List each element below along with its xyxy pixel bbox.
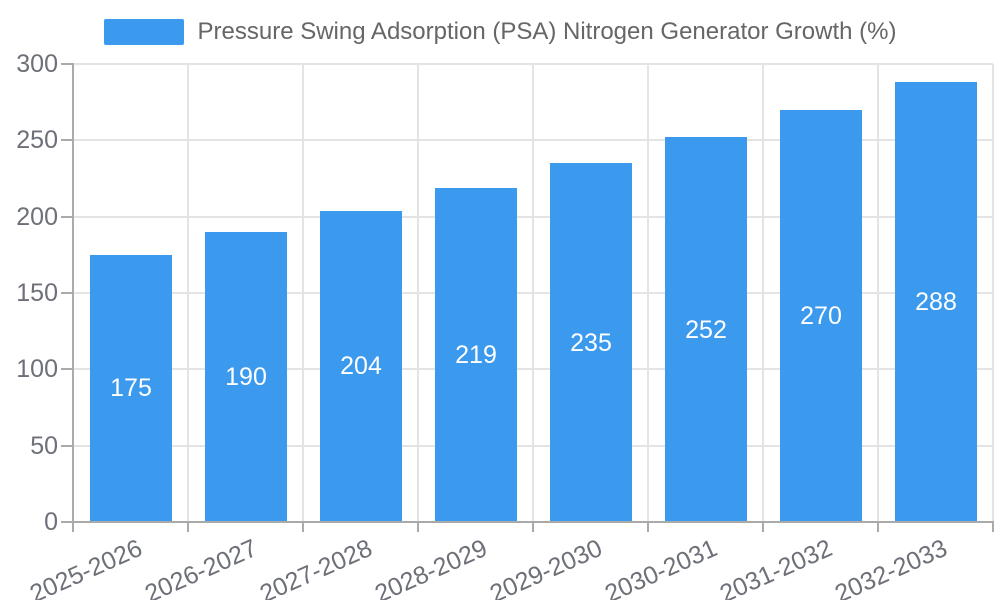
y-tick-label: 300 [16, 50, 58, 78]
x-tick-label: 2025-2026 [25, 534, 147, 600]
x-axis-tick [187, 522, 189, 532]
x-axis-tick [72, 522, 74, 532]
y-axis-tick [61, 521, 73, 523]
x-axis-line [72, 521, 994, 523]
x-axis-tick [532, 522, 534, 532]
x-tick-label: 2030-2031 [600, 534, 722, 600]
x-tick-label: 2026-2027 [140, 534, 262, 600]
x-axis-tick [647, 522, 649, 532]
plot-area: 175 190 204 219 235 252 270 288 [73, 63, 994, 522]
x-tick-label: 2027-2028 [255, 534, 377, 600]
y-axis-tick [61, 292, 73, 294]
bar[interactable] [320, 211, 402, 522]
bar[interactable] [90, 255, 172, 522]
x-axis-tick [762, 522, 764, 532]
y-axis-tick [61, 139, 73, 141]
legend-label: Pressure Swing Adsorption (PSA) Nitrogen… [197, 18, 897, 45]
bar[interactable] [895, 82, 977, 522]
gridline-vertical [877, 64, 879, 522]
y-tick-label: 50 [30, 432, 58, 460]
bar[interactable] [205, 232, 287, 522]
x-axis-tick [302, 522, 304, 532]
x-axis-tick [417, 522, 419, 532]
bar[interactable] [780, 110, 862, 522]
y-axis-tick [61, 63, 73, 65]
bar[interactable] [665, 137, 747, 522]
y-axis-tick [61, 216, 73, 218]
gridline-vertical [647, 64, 649, 522]
legend-swatch-icon [103, 19, 184, 45]
gridline-vertical [302, 64, 304, 522]
gridline-vertical [762, 64, 764, 522]
x-tick-label: 2032-2033 [830, 534, 952, 600]
y-axis-line [72, 63, 74, 523]
x-axis-tick [992, 522, 994, 532]
gridline-vertical [187, 64, 189, 522]
legend[interactable]: Pressure Swing Adsorption (PSA) Nitrogen… [0, 16, 1000, 48]
x-tick-label: 2029-2030 [485, 534, 607, 600]
y-axis-tick [61, 445, 73, 447]
x-axis-tick [877, 522, 879, 532]
y-tick-label: 200 [16, 203, 58, 231]
y-tick-label: 100 [16, 355, 58, 383]
y-axis-tick [61, 368, 73, 370]
gridline-vertical [992, 64, 994, 522]
bar[interactable] [435, 188, 517, 522]
y-tick-label: 0 [44, 508, 58, 536]
gridline-vertical [532, 64, 534, 522]
y-tick-label: 250 [16, 126, 58, 154]
bar[interactable] [550, 163, 632, 522]
x-tick-label: 2028-2029 [370, 534, 492, 600]
gridline-vertical [417, 64, 419, 522]
y-tick-label: 150 [16, 279, 58, 307]
x-tick-label: 2031-2032 [715, 534, 837, 600]
